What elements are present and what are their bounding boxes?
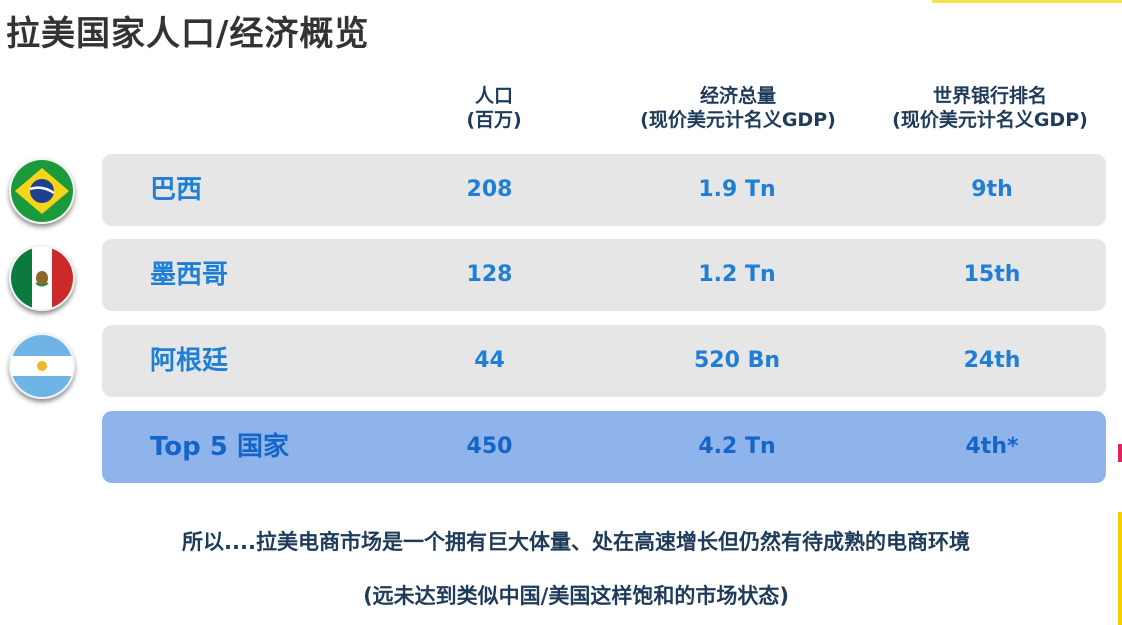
header-population-unit: (百万) bbox=[466, 109, 522, 131]
rank-value: 4th* bbox=[965, 434, 1019, 459]
header-gdp: 经济总量 (现价美元计名义GDP) bbox=[608, 84, 868, 132]
rank-value: 24th bbox=[963, 348, 1021, 373]
total-label: Top 5 国家 bbox=[150, 432, 289, 462]
header-gdp-unit: (现价美元计名义GDP) bbox=[640, 109, 836, 131]
page-title: 拉美国家人口/经济概览 bbox=[6, 14, 370, 54]
gdp-value: 520 Bn bbox=[693, 348, 780, 373]
summary-line-2: (远未达到类似中国/美国这样饱和的市场状态) bbox=[363, 584, 789, 608]
header-gdp-label: 经济总量 bbox=[699, 85, 776, 107]
population-value: 44 bbox=[474, 348, 505, 373]
header-population: 人口 (百万) bbox=[444, 84, 544, 132]
argentina-flag-icon bbox=[9, 333, 75, 399]
header-rank-label: 世界银行排名 bbox=[932, 85, 1047, 107]
table-row-argentina: 阿根廷 44 520 Bn 24th bbox=[102, 325, 1106, 397]
table-row-mexico: 墨西哥 128 1.2 Tn 15th bbox=[102, 239, 1106, 311]
mexico-flag-icon bbox=[9, 245, 75, 311]
population-value: 208 bbox=[466, 177, 513, 202]
table-row-total: Top 5 国家 450 4.2 Tn 4th* bbox=[102, 411, 1106, 483]
rank-value: 9th bbox=[971, 177, 1013, 202]
country-name: 阿根廷 bbox=[150, 346, 229, 376]
population-value: 128 bbox=[466, 262, 513, 287]
country-name: 墨西哥 bbox=[150, 260, 229, 290]
header-rank-unit: (现价美元计名义GDP) bbox=[892, 109, 1088, 131]
header-rank: 世界银行排名 (现价美元计名义GDP) bbox=[870, 84, 1110, 132]
gdp-value: 1.9 Tn bbox=[698, 177, 776, 202]
decorative-top-bar bbox=[932, 0, 1122, 3]
gdp-value: 4.2 Tn bbox=[698, 434, 776, 459]
decorative-side-mark bbox=[1118, 444, 1122, 462]
rank-value: 15th bbox=[963, 262, 1021, 287]
population-value: 450 bbox=[466, 434, 513, 459]
decorative-side-bar bbox=[1118, 512, 1122, 625]
summary-line-1: 所以....拉美电商市场是一个拥有巨大体量、处在高速增长但仍然有待成熟的电商环境 bbox=[182, 530, 970, 554]
gdp-value: 1.2 Tn bbox=[698, 262, 776, 287]
country-name: 巴西 bbox=[150, 175, 203, 205]
table-row-brazil: 巴西 208 1.9 Tn 9th bbox=[102, 154, 1106, 226]
brazil-flag-icon bbox=[9, 158, 75, 224]
header-population-label: 人口 bbox=[474, 85, 513, 107]
